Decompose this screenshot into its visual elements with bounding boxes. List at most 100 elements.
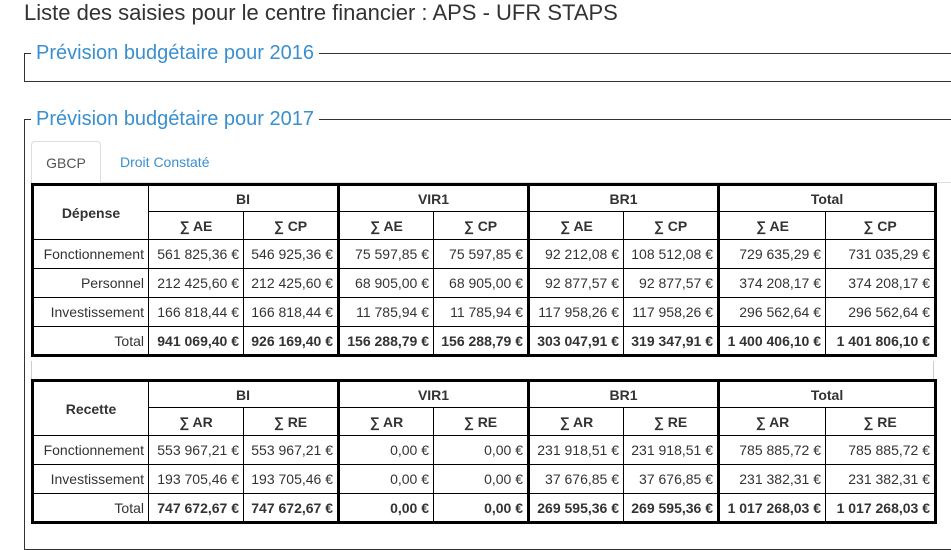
depense-sub-cp: ∑ CP: [825, 211, 938, 240]
recette-group-total: Total: [718, 379, 938, 408]
recette-group-vir1: VIR1: [338, 379, 530, 408]
cell-value: 296 562,64 €: [825, 297, 938, 327]
table-spacer: [31, 361, 934, 379]
depense-sub-ae: ∑ AE: [338, 211, 434, 240]
recette-group-br1: BR1: [527, 379, 721, 408]
cell-value: 785 885,72 €: [718, 435, 827, 465]
cell-value: 231 382,31 €: [718, 464, 827, 494]
fieldset-2017-legend[interactable]: Prévision budgétaire pour 2017: [36, 108, 314, 130]
cell-value: 1 017 268,03 €: [718, 493, 827, 524]
cell-value: 296 562,64 €: [718, 297, 827, 327]
cell-value: 212 425,60 €: [148, 268, 244, 298]
recette-sub-re: ∑ RE: [433, 407, 530, 436]
row-label: Investissement: [31, 297, 149, 327]
cell-value: 546 925,36 €: [243, 239, 340, 269]
tab-bar: GBCP Droit Constaté: [31, 141, 951, 183]
cell-value: 68 905,00 €: [433, 268, 530, 298]
recette-table: Recette BI VIR1 BR1 Total ∑ AR ∑ RE ∑ AR…: [31, 379, 938, 524]
depense-row-investissement: Investissement 166 818,44 € 166 818,44 €…: [31, 297, 938, 327]
recette-sub-re: ∑ RE: [622, 407, 721, 436]
cell-value: 0,00 €: [433, 493, 530, 524]
depense-group-bi: BI: [148, 183, 340, 212]
depense-row-personnel: Personnel 212 425,60 € 212 425,60 € 68 9…: [31, 268, 938, 298]
cell-value: 561 825,36 €: [148, 239, 244, 269]
recette-group-bi: BI: [148, 379, 340, 408]
recette-sub-ar: ∑ AR: [528, 407, 624, 436]
cell-value: 231 918,51 €: [622, 435, 721, 465]
recette-row-total: Total 747 672,67 € 747 672,67 € 0,00 € 0…: [31, 493, 938, 524]
cell-value: 37 676,85 €: [622, 464, 721, 494]
cell-value: 1 401 806,10 €: [825, 326, 938, 357]
depense-sub-ae: ∑ AE: [528, 211, 624, 240]
cell-value: 166 818,44 €: [243, 297, 340, 327]
depense-sub-cp: ∑ CP: [622, 211, 721, 240]
cell-value: 11 785,94 €: [433, 297, 530, 327]
row-label: Total: [31, 326, 149, 357]
cell-value: 374 208,17 €: [825, 268, 938, 298]
depense-group-vir1: VIR1: [338, 183, 530, 212]
cell-value: 0,00 €: [338, 435, 434, 465]
row-label: Fonctionnement: [31, 435, 149, 465]
depense-group-br1: BR1: [527, 183, 721, 212]
cell-value: 193 705,46 €: [148, 464, 244, 494]
depense-sub-ae: ∑ AE: [148, 211, 244, 240]
cell-value: 212 425,60 €: [243, 268, 340, 298]
recette-sub-ar: ∑ AR: [148, 407, 244, 436]
cell-value: 92 877,57 €: [622, 268, 721, 298]
cell-value: 0,00 €: [433, 464, 530, 494]
recette-sub-ar: ∑ AR: [338, 407, 434, 436]
cell-value: 117 958,26 €: [622, 297, 721, 327]
depense-row-total: Total 941 069,40 € 926 169,40 € 156 288,…: [31, 326, 938, 357]
cell-value: 0,00 €: [338, 464, 434, 494]
cell-value: 747 672,67 €: [243, 493, 340, 524]
fieldset-2016: Prévision budgétaire pour 2016: [24, 42, 951, 82]
depense-row-fonctionnement: Fonctionnement 561 825,36 € 546 925,36 €…: [31, 239, 938, 269]
cell-value: 303 047,91 €: [528, 326, 624, 357]
cell-value: 374 208,17 €: [718, 268, 827, 298]
cell-value: 75 597,85 €: [338, 239, 434, 269]
page-title: Liste des saisies pour le centre financi…: [24, 0, 618, 25]
depense-sub-cp: ∑ CP: [433, 211, 530, 240]
cell-value: 156 288,79 €: [433, 326, 530, 357]
recette-sub-re: ∑ RE: [243, 407, 340, 436]
cell-value: 1 400 406,10 €: [718, 326, 827, 357]
row-label: Investissement: [31, 464, 149, 494]
tab-droit-constate[interactable]: Droit Constaté: [120, 154, 210, 170]
recette-sub-re: ∑ RE: [825, 407, 938, 436]
cell-value: 11 785,94 €: [338, 297, 434, 327]
cell-value: 68 905,00 €: [338, 268, 434, 298]
cell-value: 166 818,44 €: [148, 297, 244, 327]
cell-value: 926 169,40 €: [243, 326, 340, 357]
recette-row-fonctionnement: Fonctionnement 553 967,21 € 553 967,21 €…: [31, 435, 938, 465]
cell-value: 319 347,91 €: [622, 326, 721, 357]
cell-value: 941 069,40 €: [148, 326, 244, 357]
row-label: Fonctionnement: [31, 239, 149, 269]
cell-value: 231 382,31 €: [825, 464, 938, 494]
cell-value: 108 512,08 €: [622, 239, 721, 269]
cell-value: 37 676,85 €: [528, 464, 624, 494]
cell-value: 729 635,29 €: [718, 239, 827, 269]
cell-value: 785 885,72 €: [825, 435, 938, 465]
cell-value: 92 212,08 €: [528, 239, 624, 269]
row-label: Personnel: [31, 268, 149, 298]
cell-value: 731 035,29 €: [825, 239, 938, 269]
cell-value: 231 918,51 €: [528, 435, 624, 465]
cell-value: 193 705,46 €: [243, 464, 340, 494]
tab-gbcp[interactable]: GBCP: [31, 141, 101, 183]
depense-sub-cp: ∑ CP: [243, 211, 340, 240]
cell-value: 553 967,21 €: [243, 435, 340, 465]
cell-value: 156 288,79 €: [338, 326, 434, 357]
cell-value: 75 597,85 €: [433, 239, 530, 269]
depense-row-header: Dépense: [31, 183, 149, 240]
fieldset-2016-legend[interactable]: Prévision budgétaire pour 2016: [36, 42, 314, 64]
cell-value: 269 595,36 €: [622, 493, 721, 524]
tab-divider: [101, 182, 951, 183]
depense-table: Dépense BI VIR1 BR1 Total ∑ AE ∑ CP ∑ AE…: [31, 183, 938, 357]
recette-sub-ar: ∑ AR: [718, 407, 827, 436]
depense-sub-ae: ∑ AE: [718, 211, 827, 240]
row-label: Total: [31, 493, 149, 524]
cell-value: 1 017 268,03 €: [825, 493, 938, 524]
recette-row-investissement: Investissement 193 705,46 € 193 705,46 €…: [31, 464, 938, 494]
depense-group-total: Total: [718, 183, 938, 212]
cell-value: 92 877,57 €: [528, 268, 624, 298]
